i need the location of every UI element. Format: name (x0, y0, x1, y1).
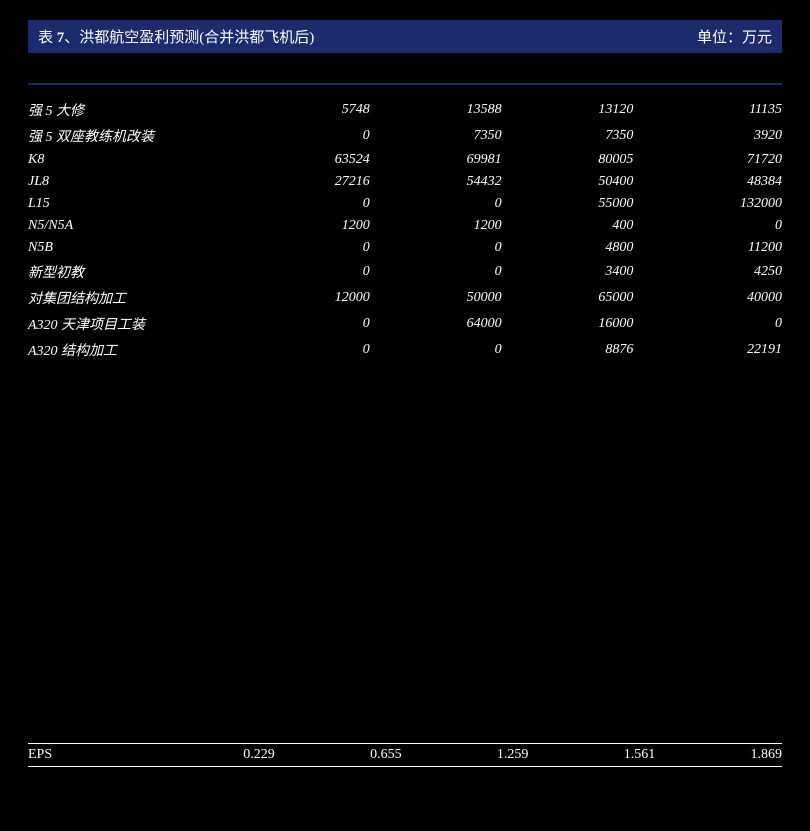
row-value: 0 (238, 193, 370, 215)
table-row: L150055000132000 (28, 193, 782, 215)
footer-label: EPS (28, 744, 148, 767)
table-row: JL827216544325040048384 (28, 171, 782, 193)
row-value: 8876 (502, 337, 634, 363)
row-label: 对集团结构加工 (28, 285, 238, 311)
table-header-bar: 表 7、洪都航空盈利预测(合并洪都飞机后) 单位：万元 (28, 20, 782, 53)
row-label: L15 (28, 193, 238, 215)
row-value: 0 (633, 215, 782, 237)
row-value: 1200 (238, 215, 370, 237)
row-value: 12000 (238, 285, 370, 311)
row-value: 11200 (633, 237, 782, 259)
data-table: 强 5 大修5748135881312011135强 5 双座教练机改装0735… (28, 97, 782, 363)
row-value: 7350 (370, 123, 502, 149)
row-value: 71720 (633, 149, 782, 171)
row-label: A320 结构加工 (28, 337, 238, 363)
row-value: 400 (502, 215, 634, 237)
row-value: 50000 (370, 285, 502, 311)
row-value: 27216 (238, 171, 370, 193)
table-row: N5B00480011200 (28, 237, 782, 259)
row-label: N5/N5A (28, 215, 238, 237)
footer-val: 0.655 (275, 744, 402, 767)
row-value: 50400 (502, 171, 634, 193)
row-label: N5B (28, 237, 238, 259)
row-value: 0 (370, 259, 502, 285)
row-value: 0 (238, 337, 370, 363)
table-row: 对集团结构加工12000500006500040000 (28, 285, 782, 311)
row-value: 64000 (370, 311, 502, 337)
row-label: 新型初教 (28, 259, 238, 285)
row-label: JL8 (28, 171, 238, 193)
row-value: 132000 (633, 193, 782, 215)
row-label: 强 5 大修 (28, 97, 238, 123)
table-row: N5/N5A120012004000 (28, 215, 782, 237)
row-value: 22191 (633, 337, 782, 363)
row-value: 3920 (633, 123, 782, 149)
table-title: 表 7、洪都航空盈利预测(合并洪都飞机后) (38, 26, 314, 47)
spacer (28, 363, 782, 743)
row-value: 80005 (502, 149, 634, 171)
row-value: 7350 (502, 123, 634, 149)
table-row: K863524699818000571720 (28, 149, 782, 171)
row-value: 13588 (370, 97, 502, 123)
row-value: 0 (238, 123, 370, 149)
row-value: 5748 (238, 97, 370, 123)
footer-val: 0.229 (148, 744, 275, 767)
table-row: A320 天津项目工装064000160000 (28, 311, 782, 337)
footer-table: EPS 0.229 0.655 1.259 1.561 1.869 (28, 743, 782, 767)
row-value: 69981 (370, 149, 502, 171)
row-value: 4800 (502, 237, 634, 259)
table-unit: 单位：万元 (697, 26, 772, 47)
table-row: 强 5 双座教练机改装0735073503920 (28, 123, 782, 149)
table-row: A320 结构加工00887622191 (28, 337, 782, 363)
row-value: 55000 (502, 193, 634, 215)
row-label: K8 (28, 149, 238, 171)
row-value: 54432 (370, 171, 502, 193)
footer-val: 1.561 (528, 744, 655, 767)
row-label: 强 5 双座教练机改装 (28, 123, 238, 149)
row-value: 0 (238, 259, 370, 285)
row-value: 0 (370, 337, 502, 363)
row-value: 11135 (633, 97, 782, 123)
row-value: 63524 (238, 149, 370, 171)
row-label: A320 天津项目工装 (28, 311, 238, 337)
table-prefix: 表 (38, 30, 57, 46)
table-row: 新型初教0034004250 (28, 259, 782, 285)
row-value: 40000 (633, 285, 782, 311)
row-value: 3400 (502, 259, 634, 285)
table-row: 强 5 大修5748135881312011135 (28, 97, 782, 123)
row-value: 0 (238, 311, 370, 337)
row-value: 0 (238, 237, 370, 259)
row-value: 1200 (370, 215, 502, 237)
row-value: 13120 (502, 97, 634, 123)
row-value: 0 (633, 311, 782, 337)
header-rule (28, 83, 782, 85)
row-value: 65000 (502, 285, 634, 311)
table-title-rest: 、洪都航空盈利预测(合并洪都飞机后) (64, 30, 314, 46)
row-value: 0 (370, 237, 502, 259)
row-value: 4250 (633, 259, 782, 285)
row-value: 48384 (633, 171, 782, 193)
footer-val: 1.259 (402, 744, 529, 767)
footer-val: 1.869 (655, 744, 782, 767)
row-value: 0 (370, 193, 502, 215)
row-value: 16000 (502, 311, 634, 337)
footer-row: EPS 0.229 0.655 1.259 1.561 1.869 (28, 744, 782, 767)
